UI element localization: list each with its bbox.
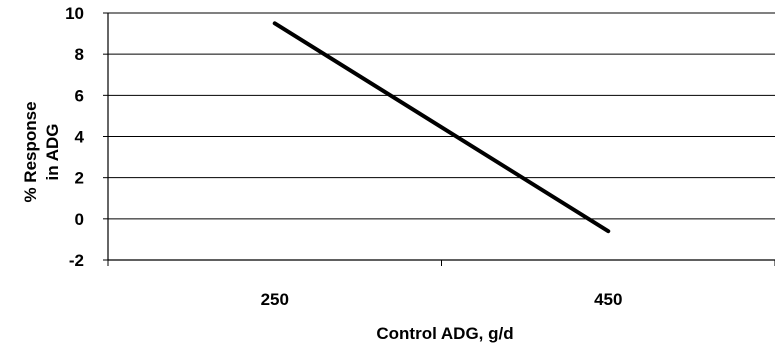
- y-axis-title-line-2: in ADG: [43, 124, 62, 181]
- y-tick-label-2: 2: [75, 169, 84, 188]
- x-tick-label-0: 250: [261, 290, 289, 309]
- y-axis-title: % Response in ADG: [21, 101, 62, 202]
- x-axis-title: Control ADG, g/d: [376, 324, 513, 343]
- y-tick-label-1: 0: [75, 210, 84, 229]
- x-tick-label-1: 450: [594, 290, 622, 309]
- series-layer: [272, 21, 611, 234]
- y-tick-labels: -2 0 2 4 6 8 10: [65, 4, 108, 270]
- y-tick-label-5: 8: [75, 45, 84, 64]
- y-tick-label-0: -2: [69, 251, 84, 270]
- series-line-0: [272, 21, 611, 234]
- y-tick-label-6: 10: [65, 4, 84, 23]
- x-ticks: 250 450: [107, 260, 775, 309]
- y-tick-label-3: 4: [75, 128, 85, 147]
- gridlines: [108, 12, 775, 220]
- y-axis-title-line-1: % Response: [21, 101, 40, 202]
- y-tick-label-4: 6: [75, 86, 84, 105]
